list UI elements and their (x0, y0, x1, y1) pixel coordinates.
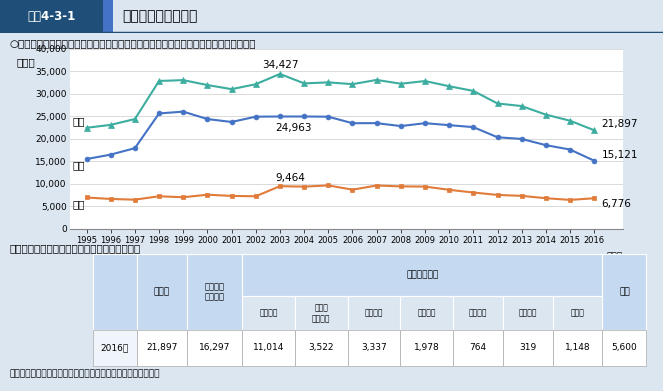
Text: 3,337: 3,337 (361, 343, 387, 352)
Text: 34,427: 34,427 (262, 61, 298, 70)
Bar (242, 254, 603, 296)
Bar (503, 296, 553, 330)
Text: 319: 319 (519, 343, 536, 352)
Text: 資料：警察庁「自殺統計」より厚生労働省自殺対策推進室作成: 資料：警察庁「自殺統計」より厚生労働省自殺対策推進室作成 (10, 369, 160, 378)
Text: 3,522: 3,522 (308, 343, 334, 352)
Bar (347, 330, 400, 366)
Text: （年）: （年） (606, 252, 623, 261)
Text: 勤務問題: 勤務問題 (418, 309, 436, 318)
Bar (186, 330, 242, 366)
Text: 764: 764 (469, 343, 487, 352)
Text: 6,776: 6,776 (601, 199, 631, 209)
Text: 家庭問題: 家庭問題 (365, 309, 383, 318)
Bar (103, 0, 113, 33)
Text: 15,121: 15,121 (601, 150, 638, 160)
Bar (0, 0, 103, 33)
Text: 経済・
生活問題: 経済・ 生活問題 (312, 303, 331, 323)
Bar (242, 296, 295, 330)
Text: その他: その他 (571, 309, 585, 318)
Bar (503, 330, 553, 366)
Bar (186, 254, 242, 330)
Text: 総数: 総数 (72, 117, 84, 126)
Text: 16,297: 16,297 (199, 343, 230, 352)
Bar (553, 330, 603, 366)
Bar (453, 330, 503, 366)
Bar (603, 254, 646, 330)
Text: 自殺者数の年次推移: 自殺者数の年次推移 (123, 10, 198, 23)
Bar (93, 254, 137, 330)
Text: 男女問題: 男女問題 (469, 309, 487, 318)
Bar (453, 296, 503, 330)
Text: （人）: （人） (17, 57, 35, 67)
Text: ○自殺者数は５年連続で年間３万人を下回ったものの、依然として深刻な状況にある。: ○自殺者数は５年連続で年間３万人を下回ったものの、依然として深刻な状況にある。 (10, 38, 257, 48)
Text: 21,897: 21,897 (146, 343, 177, 352)
Text: 1,978: 1,978 (414, 343, 440, 352)
Bar (295, 330, 347, 366)
Bar (347, 296, 400, 330)
Bar (603, 330, 646, 366)
Text: 男性: 男性 (72, 160, 84, 170)
Bar (553, 296, 603, 330)
Text: 女性: 女性 (72, 199, 84, 209)
Text: 11,014: 11,014 (253, 343, 284, 352)
Bar (400, 296, 453, 330)
Text: 不群: 不群 (619, 287, 630, 296)
Text: 学校問題: 学校問題 (518, 309, 537, 318)
Text: 24,963: 24,963 (275, 123, 312, 133)
Text: 自殺の原因・動機　原因・動機は３つまで計上: 自殺の原因・動機 原因・動機は３つまで計上 (10, 243, 141, 253)
Text: 自殺者: 自殺者 (154, 287, 170, 296)
Text: 健康問題: 健康問題 (259, 309, 278, 318)
Text: 21,897: 21,897 (601, 119, 638, 129)
Bar (295, 296, 347, 330)
Bar (400, 330, 453, 366)
Text: 原因・動機別: 原因・動機別 (406, 271, 438, 280)
Text: 5,600: 5,600 (611, 343, 637, 352)
Text: 2016年: 2016年 (101, 343, 129, 352)
Bar (93, 330, 137, 366)
Bar (242, 330, 295, 366)
Text: 1,148: 1,148 (565, 343, 591, 352)
Text: 9,464: 9,464 (275, 173, 305, 183)
Text: 図表4-3-1: 図表4-3-1 (27, 10, 75, 23)
Bar (137, 254, 186, 330)
Bar (137, 330, 186, 366)
Text: 原因・動
機特定者: 原因・動 機特定者 (204, 282, 224, 302)
